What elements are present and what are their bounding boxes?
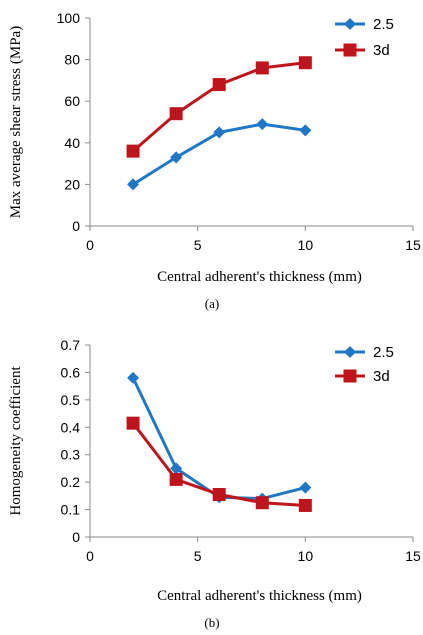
data-point-2.5	[299, 124, 312, 137]
x-tick-label: 0	[86, 237, 94, 253]
legend-label-3d: 3d	[373, 42, 390, 59]
chart-1: 0 0.1 0.2 0.3 0.4 0.5 0.6 0.7 0 5 10 15 Central adhe…	[8, 337, 421, 630]
chart-caption: (b)	[204, 615, 219, 630]
data-point-3d	[126, 416, 140, 430]
legend-marker-2.5	[344, 346, 356, 358]
x-tick-label: 10	[298, 237, 314, 253]
data-point-3d	[255, 61, 269, 75]
legend-label-2.5: 2.5	[373, 16, 394, 33]
y-tick-label: 0	[72, 218, 80, 234]
data-point-3d	[212, 78, 226, 92]
data-point-3d	[169, 472, 183, 486]
legend-marker-3d	[343, 43, 357, 57]
data-point-2.5	[299, 481, 312, 494]
data-point-3d	[255, 496, 269, 510]
chart-caption: (a)	[205, 296, 219, 311]
legend-marker-3d	[343, 369, 357, 383]
legend-marker-2.5	[344, 18, 356, 30]
y-tick-label: 0.4	[61, 419, 81, 435]
y-tick-label: 0.3	[61, 447, 81, 463]
y-tick-label: 0.6	[61, 364, 81, 380]
y-tick-label: 60	[64, 93, 80, 109]
data-point-3d	[298, 498, 312, 512]
x-axis-title: Central adherent's thickness (mm)	[157, 588, 362, 604]
y-tick-label: 0	[72, 529, 80, 545]
data-point-3d	[298, 56, 312, 70]
chart-0: 0 20 40 60 80 100 0 5 10 15 Central adherent's thi…	[8, 10, 421, 311]
x-tick-label: 0	[86, 548, 94, 564]
y-tick-label: 100	[57, 10, 81, 26]
data-point-3d	[126, 144, 140, 158]
x-tick-label: 5	[194, 548, 202, 564]
data-point-2.5	[213, 126, 226, 139]
legend-label-2.5: 2.5	[373, 344, 394, 361]
y-tick-label: 0.2	[61, 474, 81, 490]
data-point-3d	[169, 107, 183, 121]
y-tick-label: 0.5	[61, 392, 81, 408]
series-line-2.5	[131, 377, 306, 501]
x-tick-label: 15	[405, 548, 421, 564]
y-tick-label: 20	[64, 176, 80, 192]
data-point-2.5	[256, 118, 269, 131]
x-tick-label: 5	[194, 237, 202, 253]
data-point-2.5	[170, 151, 183, 164]
y-axis-title: Max average shear stress (MPa)	[8, 26, 24, 218]
data-point-2.5	[127, 371, 140, 384]
legend-label-3d: 3d	[373, 368, 390, 385]
y-axis-title: Homogeneity coefficient	[8, 366, 24, 516]
x-tick-label: 15	[405, 237, 421, 253]
y-tick-label: 0.7	[61, 337, 81, 353]
data-point-2.5	[170, 462, 183, 475]
x-axis-title: Central adherent's thickness (mm)	[157, 269, 362, 285]
data-point-3d	[212, 487, 226, 501]
y-tick-label: 0.1	[61, 502, 81, 518]
x-tick-label: 10	[298, 548, 314, 564]
y-tick-label: 40	[64, 135, 80, 151]
y-tick-label: 80	[64, 52, 80, 68]
data-point-2.5	[127, 178, 140, 191]
